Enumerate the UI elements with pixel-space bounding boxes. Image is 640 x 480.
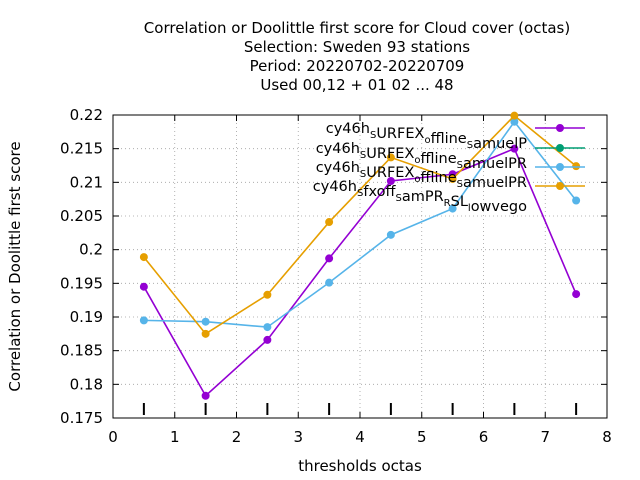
legend-label: cy46hSURFEXofflineSamuelP [326,121,527,152]
x-tick-label: 5 [417,428,427,446]
data-point [386,176,395,185]
series-3 [139,111,581,338]
data-point [263,335,272,344]
legend-item: cy46hSfxoffSamPRRSLlowvego [313,179,585,215]
y-tick-label: 0.205 [60,207,103,225]
title-line: Period: 20220702-20220709 [250,57,465,75]
legend-marker [556,182,564,190]
bottom-marks [142,403,578,415]
series [139,111,581,400]
data-point [139,253,148,262]
legend-marker [556,124,564,132]
title-line: Correlation or Doolittle first score for… [144,19,570,37]
data-point [386,230,395,239]
data-point [325,218,334,227]
legend: cy46hSURFEXofflineSamuelPcy46hSURFEXoffl… [313,121,585,215]
y-tick-label: 0.2 [79,241,103,259]
data-point [572,162,581,171]
legend-label: cy46hSURFEXofflineSamuelPR [316,160,527,191]
legend-label: cy46hSfxoffSamPRRSLlowvego [313,179,527,215]
data-point [263,290,272,299]
x-tick-label: 7 [540,428,550,446]
y-tick-label: 0.195 [60,274,103,292]
series-line [143,120,577,328]
data-point [263,323,272,332]
legend-label: cy46hSURFEXofflineSamuelPR [316,141,527,172]
title-line: Used 00,12 + 01 02 ... 48 [260,76,453,94]
data-point [139,316,148,325]
data-point [510,111,519,120]
data-point [510,144,519,153]
y-axis-label: Correlation or Doolittle first score [6,141,24,391]
x-tick-label: 6 [479,428,489,446]
series-2 [139,117,581,332]
data-point [386,153,395,162]
y-tick-label: 0.22 [70,106,103,124]
data-point [325,254,334,263]
data-point [448,204,457,213]
y-tick-label: 0.19 [70,308,103,326]
data-point [325,278,334,287]
x-tick-label: 1 [170,428,180,446]
x-tick-label: 2 [232,428,242,446]
axis-ticks: 0 1 2 3 4 5 6 7 8 0.175 0.18 0.185 0.19 0.195 0.2 0.205… [60,106,612,446]
legend-item: cy46hSURFEXofflineSamuelPR [316,141,585,172]
legend-item: cy46hSURFEXofflineSamuelP [326,121,585,152]
data-point [201,329,210,338]
data-point [139,282,148,291]
legend-marker [556,144,564,152]
series-0 [139,144,581,400]
x-tick-label: 8 [602,428,612,446]
y-tick-label: 0.18 [70,375,103,393]
title-line: Selection: Sweden 93 stations [244,38,470,56]
data-point [572,290,581,299]
y-tick-label: 0.185 [60,342,103,360]
data-point [201,317,210,326]
x-tick-label: 3 [293,428,303,446]
series-line [143,114,577,335]
data-point [201,391,210,400]
data-point [572,196,581,205]
legend-marker [556,163,564,171]
y-tick-label: 0.21 [70,173,103,191]
data-point [448,174,457,183]
x-axis-label: thresholds octas [298,457,422,475]
legend-item: cy46hSURFEXofflineSamuelPR [316,160,585,191]
x-tick-label: 4 [355,428,365,446]
y-tick-label: 0.175 [60,409,103,427]
x-tick-label: 0 [108,428,118,446]
series-line [143,147,577,398]
chart-title: Correlation or Doolittle first score for… [144,19,570,94]
y-tick-label: 0.215 [60,140,103,158]
